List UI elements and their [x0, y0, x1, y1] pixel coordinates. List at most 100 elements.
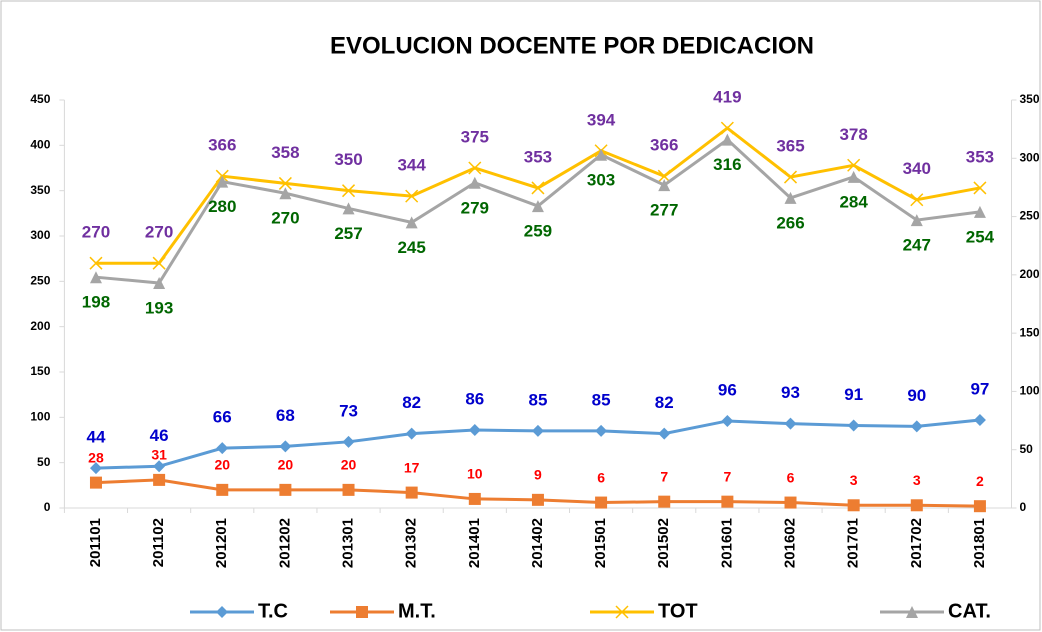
data-point	[468, 176, 481, 189]
data-label: 10	[467, 466, 483, 482]
data-point	[531, 424, 544, 437]
data-label: 20	[341, 457, 357, 473]
y2-tick-label: 0	[1020, 500, 1027, 514]
data-point	[342, 435, 355, 448]
y-tick-label: 350	[30, 183, 50, 197]
data-label: 365	[776, 137, 804, 156]
data-point	[468, 424, 481, 437]
y2-tick-label: 300	[1020, 150, 1040, 164]
data-label: 419	[713, 88, 741, 107]
y-tick-label: 250	[30, 274, 50, 288]
data-label: 28	[88, 449, 104, 465]
x-tick-label: 201302	[403, 518, 420, 568]
data-point	[721, 495, 734, 508]
data-point	[405, 189, 419, 203]
legend-marker	[356, 606, 368, 618]
data-point	[847, 158, 861, 172]
data-label: 96	[718, 380, 737, 399]
y-tick-label: 150	[30, 364, 50, 378]
data-point	[721, 414, 734, 427]
data-point	[910, 420, 923, 433]
data-label: 280	[208, 197, 236, 216]
data-point	[973, 500, 986, 513]
data-label: 82	[655, 393, 674, 412]
data-point	[784, 496, 797, 509]
data-label: 259	[524, 222, 552, 241]
data-point	[847, 170, 860, 183]
x-tick-label: 201401	[466, 518, 483, 568]
data-point	[405, 486, 418, 499]
x-tick-label: 201702	[908, 518, 925, 568]
data-label: 316	[713, 155, 741, 174]
data-point	[973, 181, 987, 195]
legend-marker	[906, 606, 918, 618]
data-label: 358	[271, 143, 299, 162]
data-point	[910, 193, 924, 207]
data-point	[910, 214, 923, 227]
data-label: 66	[213, 408, 232, 427]
y-tick-label: 0	[44, 500, 51, 514]
data-label: 97	[970, 380, 989, 399]
data-point	[910, 499, 923, 512]
y2-tick-label: 200	[1020, 267, 1040, 281]
data-label: 3	[913, 472, 921, 488]
data-label: 91	[844, 385, 863, 404]
legend-label: M.T.	[398, 600, 436, 622]
data-point	[278, 176, 292, 190]
data-label: 17	[404, 459, 420, 475]
data-label: 7	[660, 468, 668, 484]
x-tick-label: 201801	[971, 518, 988, 568]
data-point	[342, 483, 355, 496]
y-tick-label: 400	[30, 138, 50, 152]
data-point	[153, 460, 166, 473]
data-label: 270	[271, 209, 299, 228]
y2-tick-label: 250	[1020, 209, 1040, 223]
data-label: 375	[461, 127, 489, 146]
data-label: 73	[339, 401, 358, 420]
data-point	[89, 256, 103, 270]
data-label: 366	[650, 136, 678, 155]
data-label: 85	[528, 390, 547, 409]
data-point	[973, 205, 986, 218]
data-point	[405, 427, 418, 440]
data-point	[595, 496, 608, 509]
x-tick-label: 201601	[718, 518, 735, 568]
data-point	[658, 179, 671, 192]
data-point	[216, 175, 229, 188]
data-point	[721, 133, 734, 146]
y-tick-label: 100	[30, 410, 50, 424]
x-tick-label: 201602	[781, 518, 798, 568]
data-label: 82	[402, 393, 421, 412]
data-point	[89, 271, 102, 284]
data-point	[89, 462, 102, 475]
data-point	[658, 427, 671, 440]
data-point	[405, 216, 418, 229]
data-point	[468, 161, 482, 175]
data-label: 68	[276, 406, 295, 425]
data-point	[783, 170, 798, 184]
data-label: 6	[597, 469, 605, 485]
data-label: 344	[397, 156, 426, 175]
data-label: 340	[903, 159, 931, 178]
data-point	[595, 424, 608, 437]
data-point	[657, 169, 671, 183]
data-label: 46	[150, 426, 169, 445]
data-label: 284	[839, 192, 868, 211]
data-label: 7	[723, 468, 731, 484]
y-tick-label: 50	[37, 455, 51, 469]
legend-marker	[615, 605, 629, 619]
data-label: 9	[534, 467, 542, 483]
y-tick-label: 450	[30, 92, 50, 106]
x-tick-label: 201101	[87, 518, 104, 567]
data-point	[847, 499, 860, 512]
data-label: 378	[839, 125, 867, 144]
data-label: 353	[966, 147, 994, 166]
data-label: 86	[465, 390, 484, 409]
data-label: 245	[397, 238, 425, 257]
data-label: 44	[87, 428, 106, 447]
data-label: 247	[903, 236, 931, 255]
y-tick-label: 200	[30, 319, 50, 333]
y2-tick-label: 350	[1020, 92, 1040, 106]
data-label: 303	[587, 170, 615, 189]
